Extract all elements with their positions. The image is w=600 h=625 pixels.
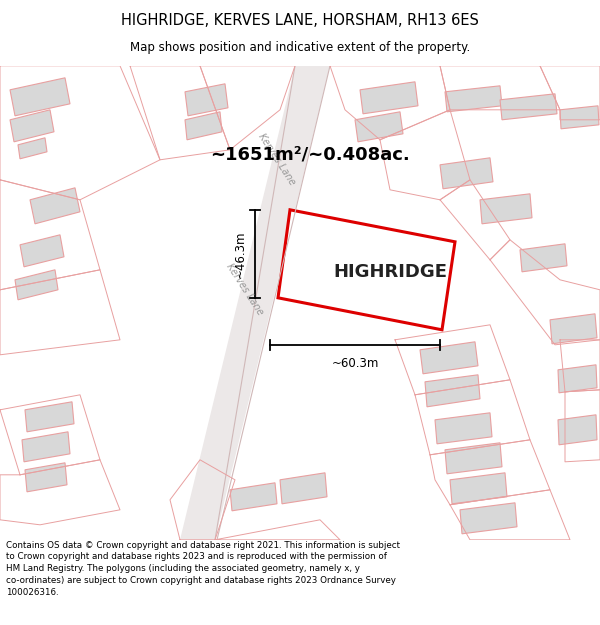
Polygon shape: [435, 412, 492, 444]
Text: ~60.3m: ~60.3m: [331, 357, 379, 370]
Polygon shape: [20, 235, 64, 267]
Polygon shape: [25, 462, 67, 492]
Text: Kerves Lane: Kerves Lane: [257, 132, 298, 188]
Text: HIGHRIDGE: HIGHRIDGE: [333, 263, 447, 281]
Polygon shape: [550, 314, 597, 344]
Polygon shape: [425, 375, 480, 407]
Polygon shape: [560, 106, 599, 129]
Polygon shape: [450, 472, 507, 504]
Polygon shape: [420, 342, 478, 374]
Text: Map shows position and indicative extent of the property.: Map shows position and indicative extent…: [130, 41, 470, 54]
Polygon shape: [355, 112, 403, 142]
Polygon shape: [185, 112, 222, 140]
Polygon shape: [10, 110, 54, 142]
Polygon shape: [445, 86, 502, 112]
Text: HIGHRIDGE, KERVES LANE, HORSHAM, RH13 6ES: HIGHRIDGE, KERVES LANE, HORSHAM, RH13 6E…: [121, 13, 479, 28]
Polygon shape: [25, 402, 74, 432]
Polygon shape: [445, 442, 502, 474]
Polygon shape: [185, 84, 228, 116]
Polygon shape: [558, 415, 597, 445]
Polygon shape: [480, 194, 532, 224]
Polygon shape: [520, 244, 567, 272]
Text: ~1651m²/~0.408ac.: ~1651m²/~0.408ac.: [210, 146, 410, 164]
Polygon shape: [22, 432, 70, 462]
Polygon shape: [558, 365, 597, 393]
Polygon shape: [10, 78, 70, 116]
Polygon shape: [230, 482, 277, 511]
Text: ~46.3m: ~46.3m: [234, 230, 247, 278]
Text: Kerves Lane: Kerves Lane: [224, 262, 265, 318]
Polygon shape: [18, 138, 47, 159]
Polygon shape: [180, 66, 330, 540]
Polygon shape: [278, 210, 455, 330]
Polygon shape: [500, 94, 557, 120]
Polygon shape: [360, 82, 418, 114]
Polygon shape: [460, 503, 517, 534]
Polygon shape: [15, 270, 58, 300]
Polygon shape: [440, 158, 493, 189]
Text: Contains OS data © Crown copyright and database right 2021. This information is : Contains OS data © Crown copyright and d…: [6, 541, 400, 597]
Polygon shape: [30, 188, 80, 224]
Polygon shape: [280, 472, 327, 504]
